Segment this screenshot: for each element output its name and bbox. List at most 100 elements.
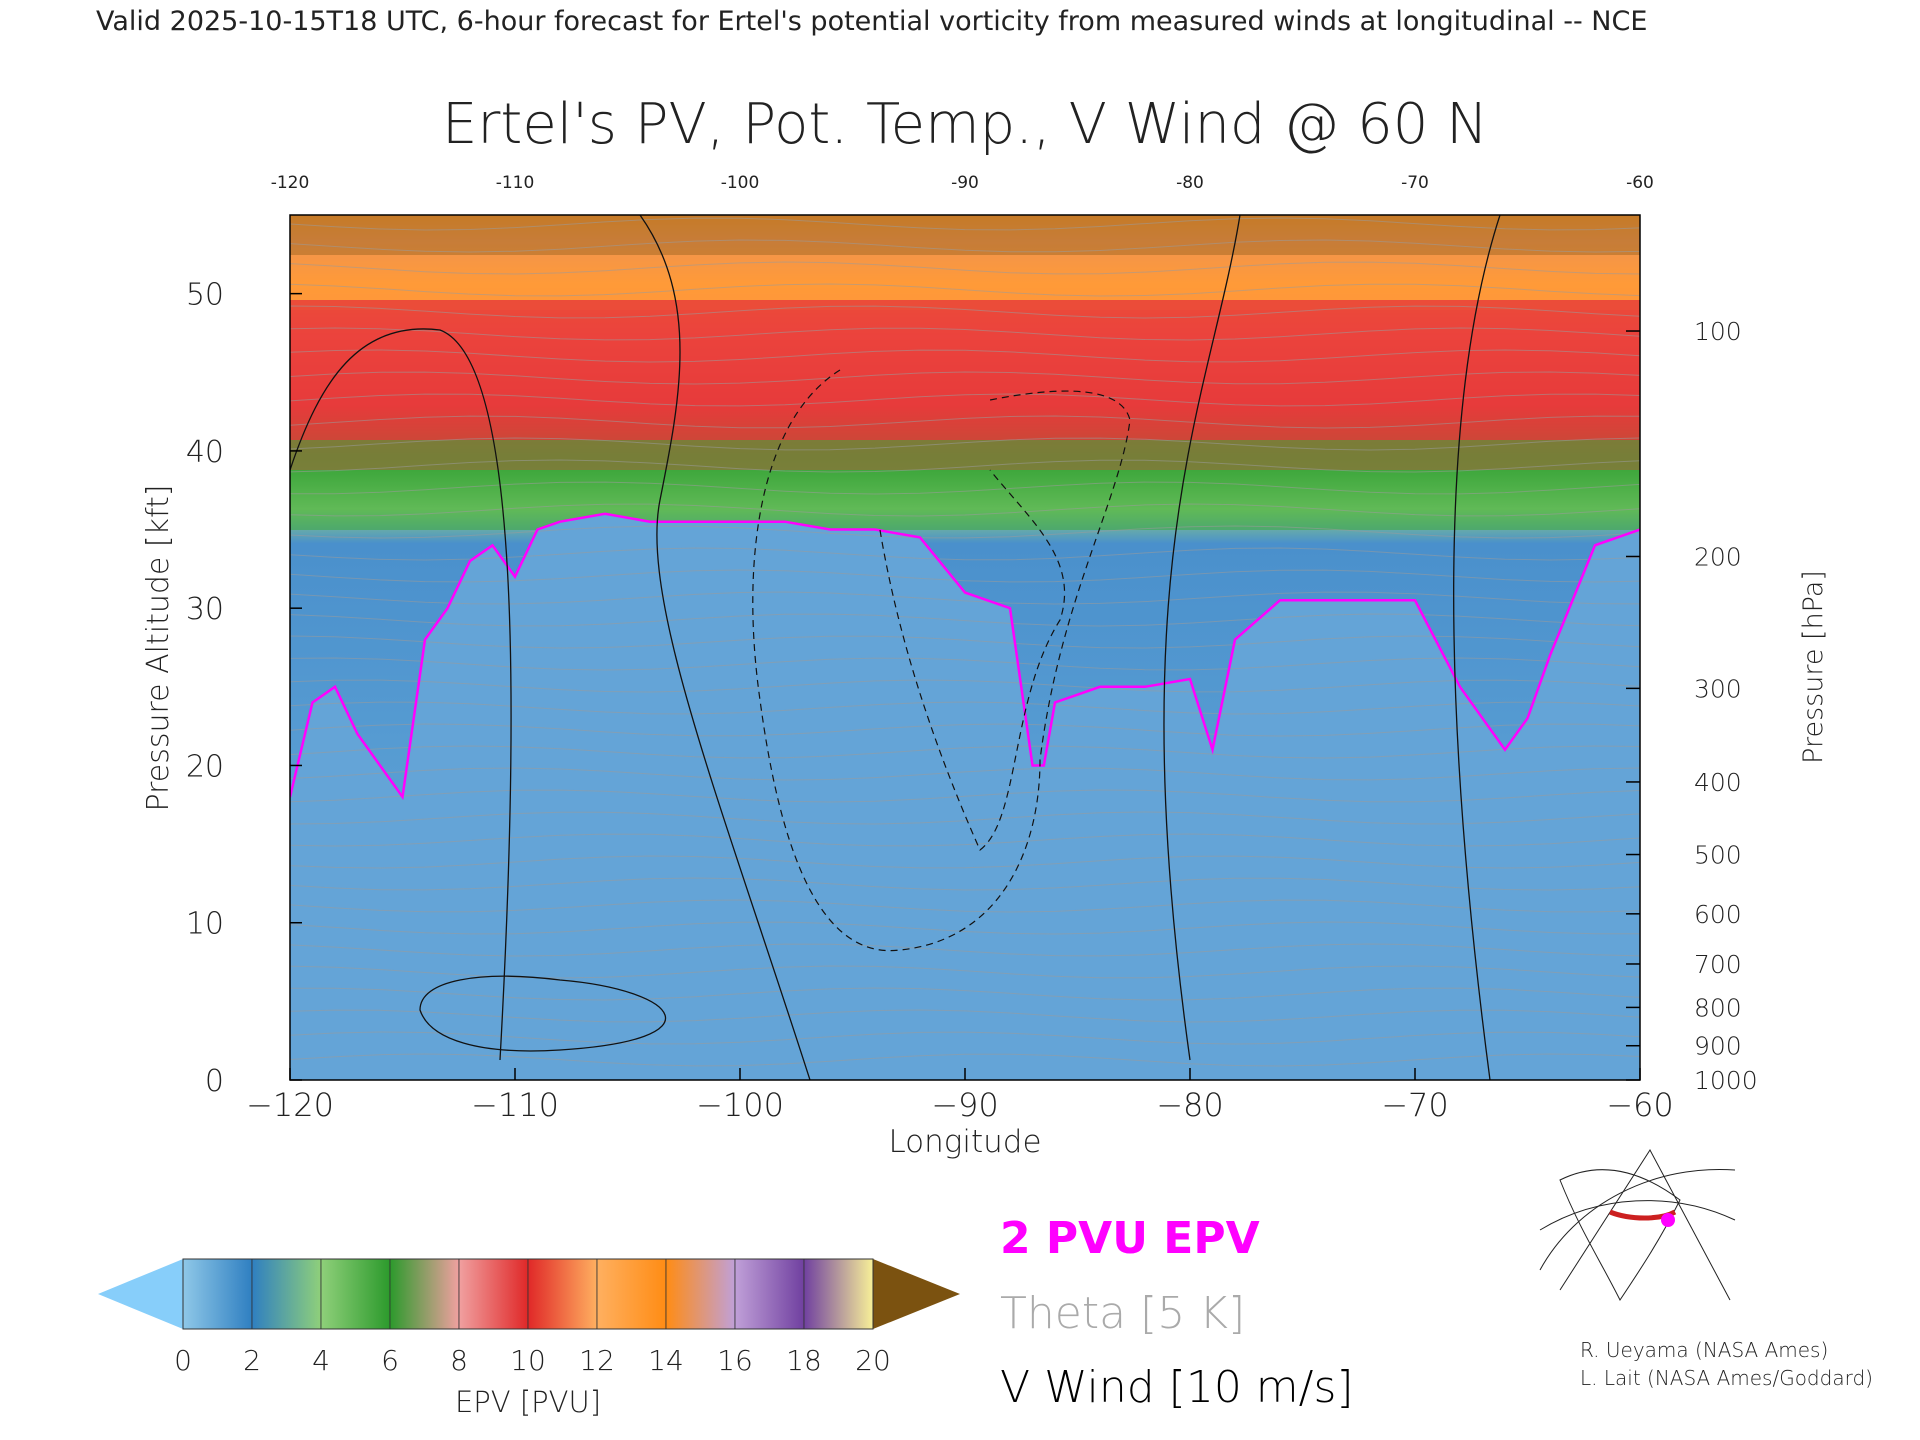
colorbar-tick-label: 20 <box>855 1344 891 1377</box>
y-tick-label: 20 <box>186 749 224 784</box>
vwind-contour <box>639 215 811 1080</box>
colorbar-tick-label: 14 <box>648 1344 684 1377</box>
theta-contour <box>290 745 1640 759</box>
y-tick-label: 30 <box>186 592 224 627</box>
theta-contour <box>290 899 1640 913</box>
theta-contour <box>290 569 1640 583</box>
pv2-contour <box>290 512 1640 801</box>
vwind-contour <box>1163 215 1241 1061</box>
top-tick-label: -80 <box>1176 173 1204 193</box>
x-tick-label: −70 <box>1381 1086 1449 1124</box>
theta-contour <box>290 921 1640 935</box>
theta-contour <box>290 811 1640 825</box>
theta-contour <box>290 525 1640 539</box>
pressure-tick-label: 800 <box>1694 993 1742 1022</box>
theta-contour <box>290 877 1640 891</box>
theta-contour <box>290 833 1640 847</box>
legend-pv2: 2 PVU EPV <box>1000 1213 1260 1264</box>
y-axis-right-label: Pressure [hPa] <box>1798 570 1829 764</box>
y-tick-label: 10 <box>186 907 224 942</box>
y-tick-label: 50 <box>186 278 224 313</box>
theta-contour <box>290 613 1640 627</box>
map-graticule <box>1559 1149 1731 1301</box>
map-graticule <box>1539 1200 1736 1231</box>
theta-contour <box>290 196 1640 208</box>
colorbar: 0 2 4 6 8 10 12 14 16 18 20 EPV [PVU] <box>98 1258 960 1419</box>
theta-contour <box>290 1009 1640 1023</box>
theta-contour <box>290 789 1640 803</box>
theta-contour <box>290 327 1640 341</box>
colorbar-over-arrow <box>873 1259 960 1329</box>
theta-contour <box>290 217 1640 231</box>
colorbar-cell <box>389 1258 460 1330</box>
x-axis-label: Longitude <box>888 1124 1041 1160</box>
x-tick-label: −120 <box>246 1086 334 1124</box>
colorbar-tick-label: 2 <box>243 1344 261 1377</box>
theta-contour <box>290 657 1640 671</box>
legend-vwind: V Wind [10 m/s] <box>1000 1362 1354 1413</box>
chart-title: Ertel's PV, Pot. Temp., V Wind @ 60 N <box>442 92 1488 157</box>
y-axis-right: 1000 900 800 700 600 500 400 300 200 100 <box>1626 317 1758 1095</box>
x-tick-label: −80 <box>1156 1086 1224 1124</box>
colorbar-tick-labels: 0 2 4 6 8 10 12 14 16 18 20 <box>174 1344 891 1377</box>
top-tick-label: -90 <box>951 173 979 193</box>
x-tick-label: −100 <box>696 1086 784 1124</box>
vwind-contours <box>290 215 1501 1080</box>
top-tick-label: -60 <box>1626 173 1654 193</box>
theta-contour <box>290 965 1640 979</box>
vwind-contour <box>1453 215 1501 1080</box>
theta-contour <box>290 415 1640 429</box>
theta-contour <box>290 261 1640 275</box>
x-tick-label: −110 <box>471 1086 559 1124</box>
vwind-negative-contours <box>752 369 1131 952</box>
pressure-tick-label: 200 <box>1694 542 1742 571</box>
theta-contour <box>290 481 1640 495</box>
legend: 2 PVU EPV Theta [5 K] V Wind [10 m/s] <box>1000 1213 1354 1413</box>
pressure-tick-label: 500 <box>1694 841 1742 870</box>
colorbar-tick-label: 16 <box>717 1344 753 1377</box>
plot-area <box>289 196 1641 1081</box>
epv-band-brown <box>290 215 1640 255</box>
colorbar-cell <box>320 1258 391 1330</box>
y-axis-left-label: Pressure Altitude [kft] <box>141 485 176 812</box>
epv-troposphere-fill <box>290 513 1640 1080</box>
theta-contour <box>290 723 1640 737</box>
colorbar-cell <box>182 1258 253 1330</box>
colorbar-cell <box>596 1258 667 1330</box>
top-tick-label: -120 <box>271 173 310 193</box>
pressure-tick-label: 300 <box>1694 674 1742 703</box>
theta-contour <box>290 371 1640 385</box>
colorbar-tick-label: 18 <box>786 1344 822 1377</box>
theta-contour <box>290 503 1640 517</box>
map-continent <box>1559 1169 1681 1301</box>
colorbar-frame <box>182 1258 874 1330</box>
theta-contour <box>290 459 1640 473</box>
theta-contour <box>290 855 1640 869</box>
colorbar-cell <box>803 1258 874 1330</box>
colorbar-tick-label: 8 <box>450 1344 468 1377</box>
pressure-tick-label: 900 <box>1694 1032 1742 1061</box>
inset-map <box>1539 1149 1736 1301</box>
pressure-tick-label: 1000 <box>1694 1066 1758 1095</box>
colorbar-label: EPV [PVU] <box>455 1385 601 1419</box>
epv-band-orange <box>290 215 1640 310</box>
theta-contour <box>290 635 1640 649</box>
epv-troposphere-light <box>290 513 1640 1080</box>
theta-contour <box>290 767 1640 781</box>
theta-contour <box>290 1031 1640 1045</box>
theta-contour <box>290 305 1640 319</box>
colorbar-cell <box>665 1258 736 1330</box>
x-axis: −120 −110 −100 −90 −80 −70 −60 <box>246 1068 1674 1124</box>
theta-contour <box>290 349 1640 363</box>
y-axis-left: 0 10 20 30 40 50 <box>186 278 302 1099</box>
theta-contour <box>290 1053 1640 1067</box>
y-tick-label: 0 <box>205 1064 224 1099</box>
colorbar-tick-label: 6 <box>381 1344 399 1377</box>
colorbar-cell <box>458 1258 529 1330</box>
pressure-tick-label: 400 <box>1694 768 1742 797</box>
theta-contour <box>290 239 1640 253</box>
theta-contour <box>290 987 1640 1001</box>
colorbar-tick-label: 12 <box>579 1344 615 1377</box>
colorbar-tick-label: 4 <box>312 1344 330 1377</box>
vwind-contour <box>419 975 667 1052</box>
